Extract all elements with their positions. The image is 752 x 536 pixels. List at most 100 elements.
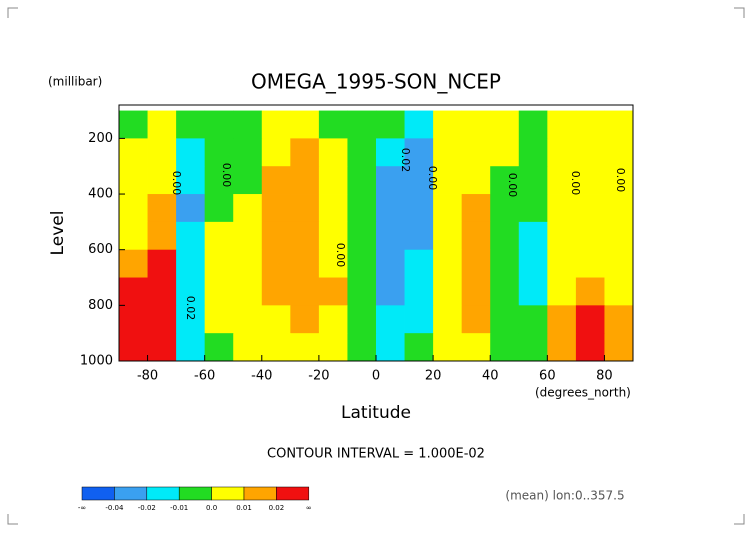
colorbar-swatch: [146, 486, 180, 501]
contour-cell: [290, 249, 320, 278]
contour-cell: [147, 221, 177, 251]
contour-cell: [318, 277, 348, 306]
contour-cell: [176, 110, 206, 139]
contour-cell: [204, 249, 234, 278]
contour-cell: [318, 249, 348, 278]
contour-cell: [290, 277, 320, 306]
contour-cell: [490, 166, 520, 195]
contour-cell: [404, 194, 434, 223]
contour-cell: [604, 166, 634, 195]
contour-cell: [461, 249, 491, 278]
contour-cell: [233, 333, 263, 362]
contour-cell: [547, 249, 577, 278]
contour-cell: [147, 138, 177, 167]
x-units: (degrees_north): [535, 386, 631, 400]
contour-field: [119, 110, 634, 362]
colorbar-label: 0.02: [269, 504, 285, 512]
contour-interval: CONTOUR INTERVAL = 1.000E-02: [267, 447, 485, 462]
contour-cell: [318, 194, 348, 223]
contour-cell: [176, 221, 206, 251]
contour-cell: [604, 138, 634, 167]
contour-cell: [176, 333, 206, 362]
contour-cell: [604, 221, 634, 251]
contour-cell: [461, 305, 491, 334]
contour-cell: [433, 221, 463, 251]
contour-cell: [261, 110, 291, 139]
contour-cell: [119, 138, 148, 167]
corner-marks: [7, 7, 745, 525]
x-tick-label: -80: [137, 369, 158, 384]
contour-cell: [233, 194, 263, 223]
contour-cell: [147, 110, 177, 139]
contour-cell: [147, 249, 177, 278]
contour-cell: [518, 333, 548, 362]
contour-cell: [204, 166, 234, 195]
contour-cell: [376, 110, 405, 139]
x-tick-label: -60: [194, 369, 215, 384]
footnote: (mean) lon:0..357.5: [505, 489, 624, 503]
contour-cell: [461, 221, 491, 251]
contour-cell: [204, 110, 234, 139]
contour-cell: [376, 333, 405, 362]
x-axis-label: Latitude: [341, 403, 411, 423]
contour-cell: [147, 194, 177, 223]
x-tick-label: 80: [596, 369, 613, 384]
contour-cell: [147, 333, 177, 362]
contour-cell: [404, 110, 434, 139]
contour-cell: [290, 138, 320, 167]
contour-cell: [347, 138, 377, 167]
contour-cell: [433, 305, 463, 334]
contour-cell: [604, 194, 634, 223]
contour-cell: [176, 194, 206, 223]
contour-cell: [376, 249, 405, 278]
contour-cell: [575, 138, 605, 167]
contour-cell: [147, 166, 177, 195]
contour-cell: [575, 194, 605, 223]
contour-cell: [290, 221, 320, 251]
contour-label: 0.00: [426, 166, 439, 191]
y-tick-label: 1000: [80, 354, 113, 369]
contour-cell: [575, 110, 605, 139]
contour-cell: [547, 221, 577, 251]
contour-cell: [518, 166, 548, 195]
contour-cell: [233, 166, 263, 195]
contour-cell: [433, 194, 463, 223]
contour-cell: [433, 110, 463, 139]
contour-cell: [604, 305, 634, 334]
contour-cell: [604, 277, 634, 306]
contour-cell: [318, 138, 348, 167]
contour-cell: [176, 249, 206, 278]
colorbar-label: -∞: [78, 504, 86, 512]
contour-cell: [176, 166, 206, 195]
contour-cell: [233, 110, 263, 139]
contour-cell: [204, 194, 234, 223]
contour-cell: [233, 305, 263, 334]
contour-label: 0.00: [506, 173, 519, 198]
contour-label: 0.02: [399, 148, 412, 173]
contour-label: 0.00: [569, 171, 582, 196]
colorbar-swatch: [243, 486, 277, 501]
contour-cell: [119, 221, 148, 251]
contour-cell: [347, 166, 377, 195]
contour-cell: [518, 221, 548, 251]
contour-cell: [575, 277, 605, 306]
colorbar-label: -0.02: [138, 504, 156, 512]
contour-cell: [376, 305, 405, 334]
contour-cell: [347, 305, 377, 334]
contour-cell: [575, 333, 605, 362]
contour-cell: [547, 277, 577, 306]
contour-cell: [547, 166, 577, 195]
contour-cell: [261, 221, 291, 251]
contour-cell: [433, 277, 463, 306]
colorbar-label: -0.01: [170, 504, 188, 512]
contour-cell: [461, 333, 491, 362]
contour-cell: [490, 110, 520, 139]
x-tick-label: 20: [425, 369, 442, 384]
contour-cell: [204, 305, 234, 334]
contour-cell: [604, 249, 634, 278]
contour-cell: [490, 333, 520, 362]
contour-cell: [347, 333, 377, 362]
contour-cell: [490, 194, 520, 223]
contour-cell: [233, 138, 263, 167]
contour-cell: [404, 166, 434, 195]
